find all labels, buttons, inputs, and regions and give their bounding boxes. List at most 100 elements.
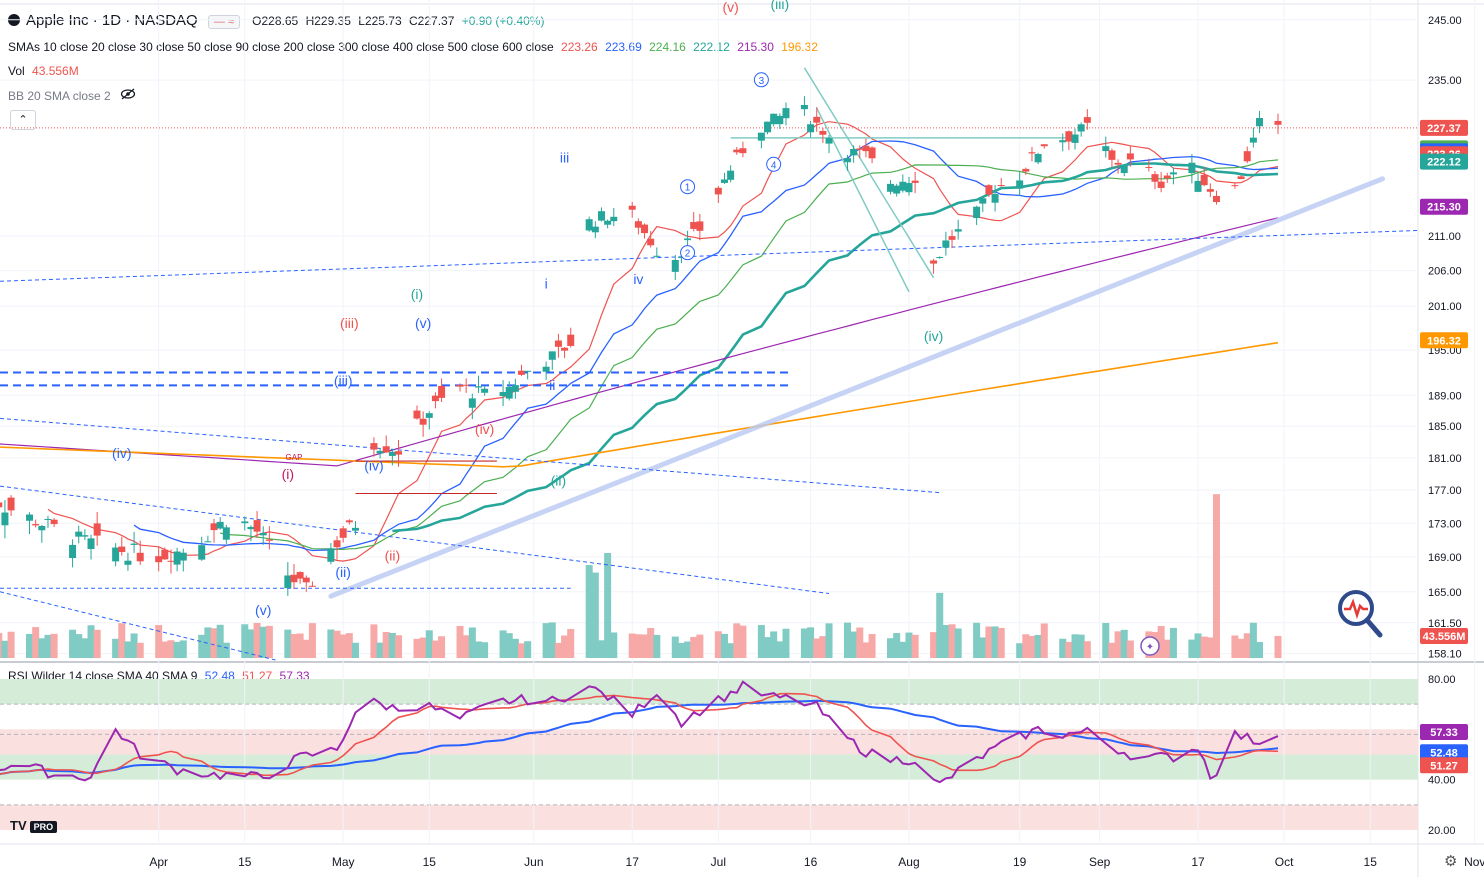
price-tick-label: 185.00 [1428, 421, 1462, 433]
candle-body [167, 560, 175, 562]
candle-body [284, 575, 292, 589]
candle-body [727, 170, 735, 180]
volume-bar [438, 636, 446, 658]
tradingview-mark-icon: TV [10, 818, 27, 833]
volume-bar [1114, 631, 1122, 658]
sma-legend[interactable]: SMAs 10 close 20 close 30 close 50 close… [8, 40, 818, 54]
volume-bar [770, 631, 778, 658]
candle-body [179, 552, 187, 561]
volume-bar [136, 642, 144, 658]
gear-icon[interactable]: ⚙ [1444, 853, 1458, 870]
volume-bar [1163, 639, 1171, 658]
collapse-legend-button[interactable]: ⌃ [10, 110, 36, 130]
volume-bar [69, 629, 77, 658]
candle-body [1114, 162, 1122, 165]
wave-label: (ii) [385, 548, 401, 564]
candle-body [376, 450, 384, 454]
volume-bar [561, 635, 569, 658]
volume-bar [905, 632, 913, 658]
sma-10-line [47, 121, 1279, 562]
candle-body [265, 539, 273, 541]
candle-body [505, 386, 513, 399]
chart-mode-toggle-icon[interactable]: — ≈ [207, 15, 240, 29]
volume-legend[interactable]: Vol 43.556M [8, 64, 79, 78]
candle-body [825, 138, 833, 144]
volume-bar [634, 634, 642, 658]
volume-bar [253, 622, 261, 658]
candle-body [296, 572, 304, 579]
volume-bar [419, 637, 427, 658]
eye-off-icon[interactable] [120, 88, 136, 103]
volume-bar [1237, 638, 1245, 658]
candle-body [1016, 180, 1024, 189]
wave-label: 4 [771, 160, 777, 171]
candle-body [499, 392, 507, 397]
time-tick-label: Apr [149, 855, 168, 869]
wave-label: (v) [255, 602, 271, 618]
volume-bar [604, 553, 612, 658]
candle-body [1274, 120, 1282, 125]
volume-bar [155, 625, 163, 658]
volume-bar [1169, 627, 1177, 658]
volume-legend-value: 43.556M [32, 64, 79, 78]
candle-body [431, 395, 439, 402]
volume-bar [714, 631, 722, 658]
candle-body [800, 104, 808, 110]
time-tick-label: 17 [626, 855, 640, 869]
volume-bar [370, 624, 378, 658]
volume-bar [26, 633, 34, 658]
volume-bar [327, 629, 335, 658]
volume-bar [462, 635, 470, 658]
channel-line [816, 107, 910, 293]
ohlc-low: L225.73 [358, 14, 402, 28]
rsi-tick-label: 40.00 [1428, 775, 1456, 787]
time-tick-label: Aug [898, 855, 919, 869]
candle-body [462, 384, 470, 386]
sma-value-200: 215.30 [737, 40, 774, 54]
bb-legend[interactable]: BB 20 SMA close 2 [8, 88, 136, 103]
wave-label: 3 [759, 76, 765, 87]
price-tick-label: 177.00 [1428, 485, 1462, 497]
volume-bar [930, 632, 938, 658]
price-label-bg [1420, 332, 1468, 349]
volume-bar [677, 642, 685, 658]
candle-body [112, 547, 120, 562]
candle-body [81, 535, 89, 537]
volume-bar [1243, 633, 1251, 658]
rsi-tick-label: 80.00 [1428, 674, 1456, 686]
candle-body [155, 556, 163, 563]
candle-body [222, 527, 230, 540]
candle-body [173, 551, 181, 565]
price-value-label: 222.12 [1427, 157, 1461, 169]
candle-body [739, 148, 747, 154]
candle-body [32, 524, 40, 526]
volume-bar [351, 642, 359, 658]
candle-body [253, 520, 261, 532]
volume-bar [413, 638, 421, 658]
candle-body [1151, 174, 1159, 182]
candle-body [124, 560, 132, 565]
volume-bar [302, 639, 310, 658]
candle-body [542, 366, 550, 372]
volume-bar [720, 633, 728, 658]
candle-body [1206, 189, 1214, 192]
candle-body [862, 145, 870, 152]
bb-legend-label: BB 20 SMA close 2 [8, 89, 111, 103]
candle-body [757, 132, 765, 141]
candle-body [1243, 151, 1251, 162]
candle-body [118, 546, 126, 552]
volume-bar [911, 634, 919, 658]
price-tick-label: 173.00 [1428, 518, 1462, 530]
wave-label: (iv) [924, 328, 943, 344]
candle-body [419, 418, 427, 425]
wave-label: (i) [411, 286, 423, 302]
volume-bar [290, 633, 298, 658]
magnifier-chart-icon[interactable] [1336, 588, 1384, 645]
candle-body [991, 194, 999, 203]
candle-body [50, 519, 58, 525]
candle-body [198, 545, 206, 560]
candle-body [1169, 172, 1177, 175]
candle-body [1059, 140, 1067, 143]
candle-body [38, 525, 46, 531]
